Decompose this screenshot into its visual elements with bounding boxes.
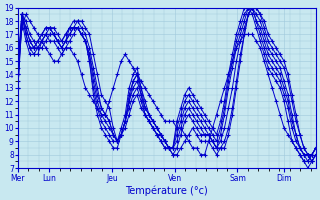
- X-axis label: Température (°c): Température (°c): [125, 185, 208, 196]
